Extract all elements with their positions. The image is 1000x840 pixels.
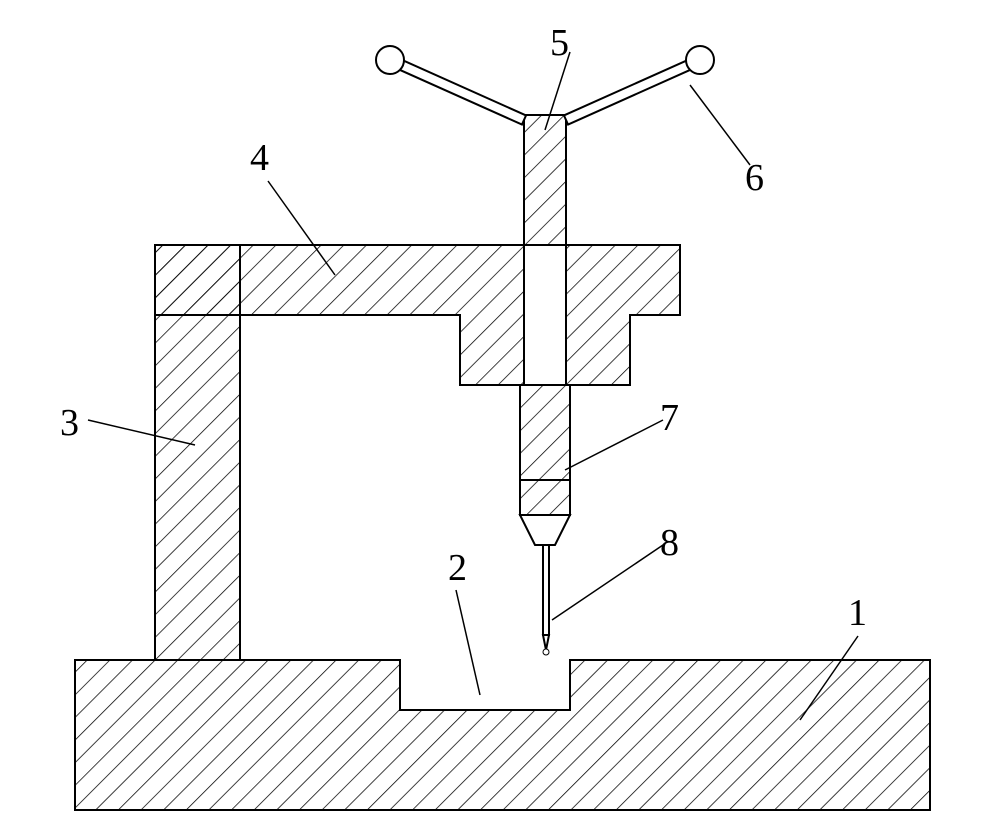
chuck-body [520,385,570,515]
chuck-nose [520,515,570,545]
label-7: 7 [660,397,679,439]
handle-ball-left [376,46,404,74]
label-3: 3 [60,402,79,444]
label-1: 1 [848,592,867,634]
leader-2 [456,590,480,695]
label-4: 4 [250,137,269,179]
label-2: 2 [448,547,467,589]
base-block [75,660,930,810]
needle-shaft [543,545,549,635]
screw [524,115,566,245]
label-5: 5 [550,22,569,64]
label-6: 6 [745,157,764,199]
needle-ball [543,649,549,655]
leader-6 [690,85,750,165]
handle-right [564,55,702,124]
handle-ball-right [686,46,714,74]
leader-8 [552,545,663,620]
handle-left [388,55,526,124]
leader-7 [565,420,663,470]
diagram-canvas: 1 2 3 4 5 6 7 8 [0,0,1000,840]
needle-tip [543,635,549,650]
label-8: 8 [660,522,679,564]
